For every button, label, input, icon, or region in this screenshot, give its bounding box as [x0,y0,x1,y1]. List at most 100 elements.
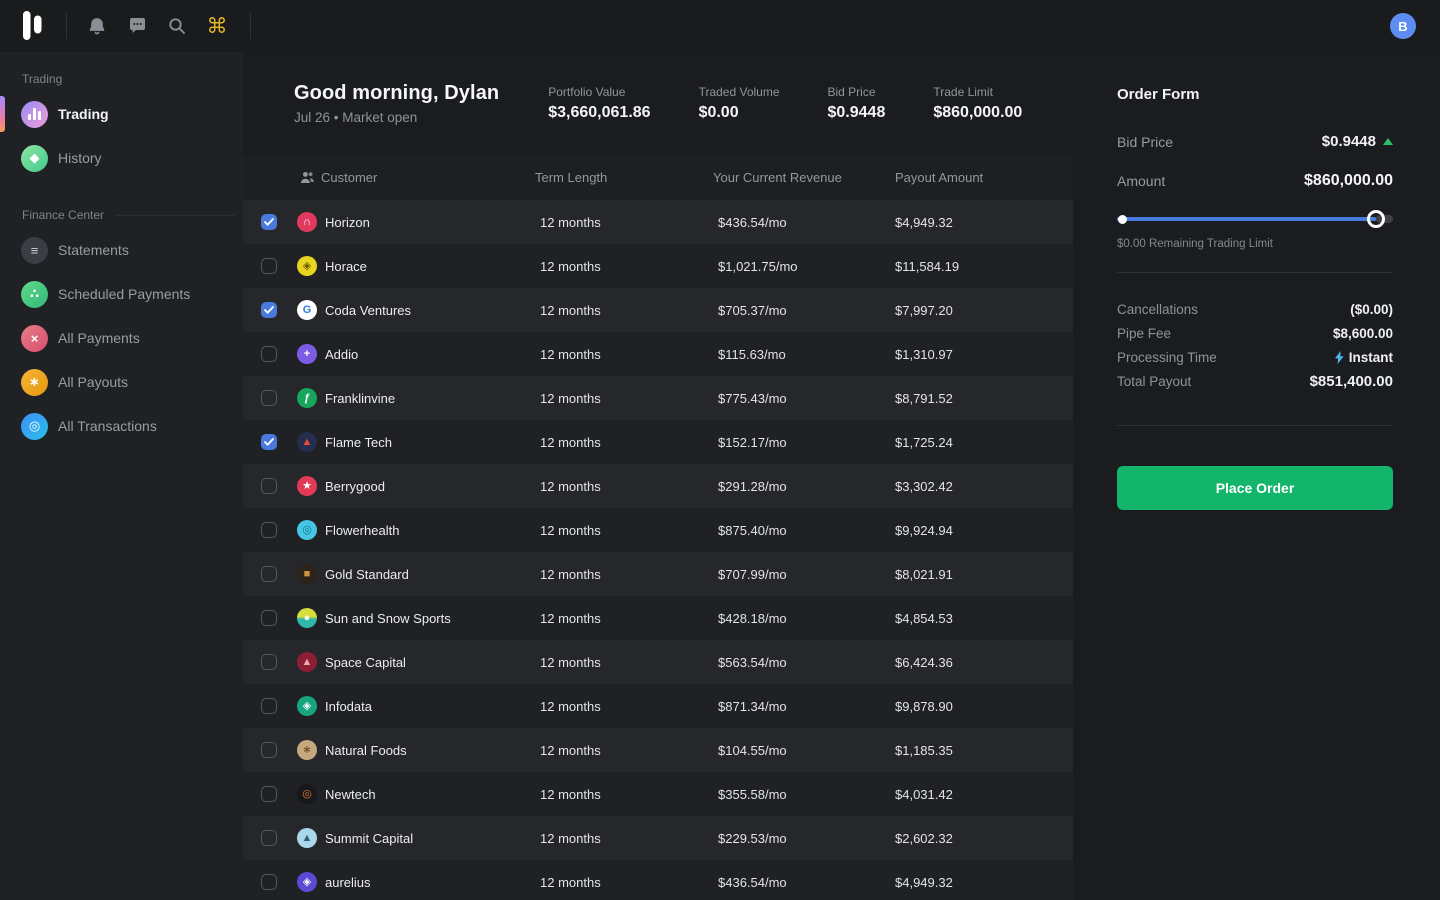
customer-avatar: ƒ [297,388,317,408]
table-row[interactable]: ▲ Flame Tech 12 months $152.17/mo $1,725… [243,420,1073,464]
table-body: ∩ Horizon 12 months $436.54/mo $4,949.32… [243,200,1073,900]
payout-amount: $8,021.91 [895,566,953,582]
table-row[interactable]: ★ Berrygood 12 months $291.28/mo $3,302.… [243,464,1073,508]
customer-name: Berrygood [325,478,385,494]
table-row[interactable]: ◎ Newtech 12 months $355.58/mo $4,031.42 [243,772,1073,816]
table-row[interactable]: ■ Gold Standard 12 months $707.99/mo $8,… [243,552,1073,596]
user-avatar[interactable]: B [1390,13,1416,39]
customer-name: Franklinvine [325,390,396,406]
table-row[interactable]: ◈ Infodata 12 months $871.34/mo $9,878.9… [243,684,1073,728]
row-checkbox[interactable] [261,346,277,362]
all-transactions-icon: ◎ [21,412,48,440]
row-checkbox[interactable] [261,390,277,406]
slider-thumb[interactable] [1367,210,1386,228]
amount-slider[interactable] [1117,210,1393,228]
col-payout-amount: Payout Amount [895,170,984,185]
term-length: 12 months [540,346,601,362]
current-revenue: $152.17/mo [718,434,787,450]
customer-name: aurelius [325,874,371,890]
date-market-status: Jul 26 • Market open [294,110,418,125]
sidebar-item-history[interactable]: ◆ History [0,136,243,180]
sidebar-item-all-transactions[interactable]: ◎ All Transactions [0,404,243,448]
row-checkbox[interactable] [261,566,277,582]
row-checkbox[interactable] [261,654,277,670]
place-order-button[interactable]: Place Order [1117,466,1393,510]
summary-row-cancellations: Cancellations ($0.00) [1117,301,1393,317]
pipe-logo [22,10,48,42]
table-row[interactable]: ▲ Space Capital 12 months $563.54/mo $6,… [243,640,1073,684]
customer-avatar: ★ [297,476,317,496]
table-row[interactable]: G Coda Ventures 12 months $705.37/mo $7,… [243,288,1073,332]
term-length: 12 months [540,214,601,230]
customer-name: Summit Capital [325,830,414,846]
order-summary: Cancellations ($0.00) Pipe Fee $8,600.00… [1117,297,1393,393]
term-length: 12 months [540,786,601,802]
table-row[interactable]: ◎ Flowerhealth 12 months $875.40/mo $9,9… [243,508,1073,552]
row-checkbox[interactable] [261,478,277,494]
row-checkbox[interactable] [261,742,277,758]
row-checkbox[interactable] [261,698,277,714]
search-icon[interactable] [157,6,197,46]
customer-avatar: ◎ [297,520,317,540]
sidebar-item-statements[interactable]: ≡ Statements [0,228,243,272]
order-form-title: Order Form [1117,86,1200,103]
bid-price-label: Bid Price [1117,133,1174,150]
customer-avatar: ◈ [297,696,317,716]
payout-amount: $9,878.90 [895,698,953,714]
sidebar-section: Trading Trading ◆ History [0,72,243,180]
table-row[interactable]: ∩ Horizon 12 months $436.54/mo $4,949.32 [243,200,1073,244]
customer-avatar: ▲ [297,432,317,452]
current-revenue: $563.54/mo [718,654,787,670]
sidebar-item-all-payouts[interactable]: ∗ All Payouts [0,360,243,404]
table-row[interactable]: ∗ Natural Foods 12 months $104.55/mo $1,… [243,728,1073,772]
current-revenue: $291.28/mo [718,478,787,494]
topbar-divider [66,13,67,39]
remaining-limit-note: $0.00 Remaining Trading Limit [1117,238,1273,250]
row-checkbox[interactable] [261,610,277,626]
col-customer: Customer [243,170,535,185]
row-checkbox[interactable] [261,830,277,846]
customer-avatar: ∩ [297,212,317,232]
customer-avatar: ● [297,608,317,628]
customer-avatar: ◈ [297,872,317,892]
table-row[interactable]: ◈ Horace 12 months $1,021.75/mo $11,584.… [243,244,1073,288]
bell-icon[interactable] [77,6,117,46]
page-header: Good morning, Dylan Jul 26 • Market open… [243,52,1073,155]
current-revenue: $705.37/mo [718,302,787,318]
table-row[interactable]: + Addio 12 months $115.63/mo $1,310.97 [243,332,1073,376]
customer-avatar: + [297,344,317,364]
customer-name: Horizon [325,214,370,230]
topbar-divider-2 [250,13,251,39]
term-length: 12 months [540,434,601,450]
table-row[interactable]: ◈ aurelius 12 months $436.54/mo $4,949.3… [243,860,1073,900]
row-checkbox[interactable] [261,434,277,450]
slider-start-dot [1118,214,1127,224]
row-checkbox[interactable] [261,214,277,230]
row-checkbox[interactable] [261,522,277,538]
row-checkbox[interactable] [261,786,277,802]
payout-amount: $11,584.19 [895,258,960,274]
sidebar-item-scheduled-payments[interactable]: ∴ Scheduled Payments [0,272,243,316]
row-checkbox[interactable] [261,874,277,890]
command-icon[interactable]: ⌘ [197,6,237,46]
current-revenue: $104.55/mo [718,742,787,758]
order-panel: Order Form Bid Price $0.9448 Amount $860… [1073,52,1440,900]
customer-name: Space Capital [325,654,406,670]
sidebar-item-trading[interactable]: Trading [0,92,243,136]
customer-name: Flowerhealth [325,522,400,538]
stat-trade-limit: Trade Limit $860,000.00 [933,85,1023,121]
amount-label: Amount [1117,173,1166,189]
row-checkbox[interactable] [261,302,277,318]
payout-amount: $4,949.32 [895,214,953,230]
sidebar-item-all-payments[interactable]: × All Payments [0,316,243,360]
table-row[interactable]: ƒ Franklinvine 12 months $775.43/mo $8,7… [243,376,1073,420]
payout-amount: $6,424.36 [895,654,953,670]
chat-icon[interactable] [117,6,157,46]
row-checkbox[interactable] [261,258,277,274]
table-row[interactable]: ● Sun and Snow Sports 12 months $428.18/… [243,596,1073,640]
customer-avatar: ▲ [297,828,317,848]
customer-name: Flame Tech [325,434,392,450]
portfolio-stats: Portfolio Value $3,660,061.86 Traded Vol… [548,85,1022,122]
current-revenue: $775.43/mo [718,390,787,406]
table-row[interactable]: ▲ Summit Capital 12 months $229.53/mo $2… [243,816,1073,860]
